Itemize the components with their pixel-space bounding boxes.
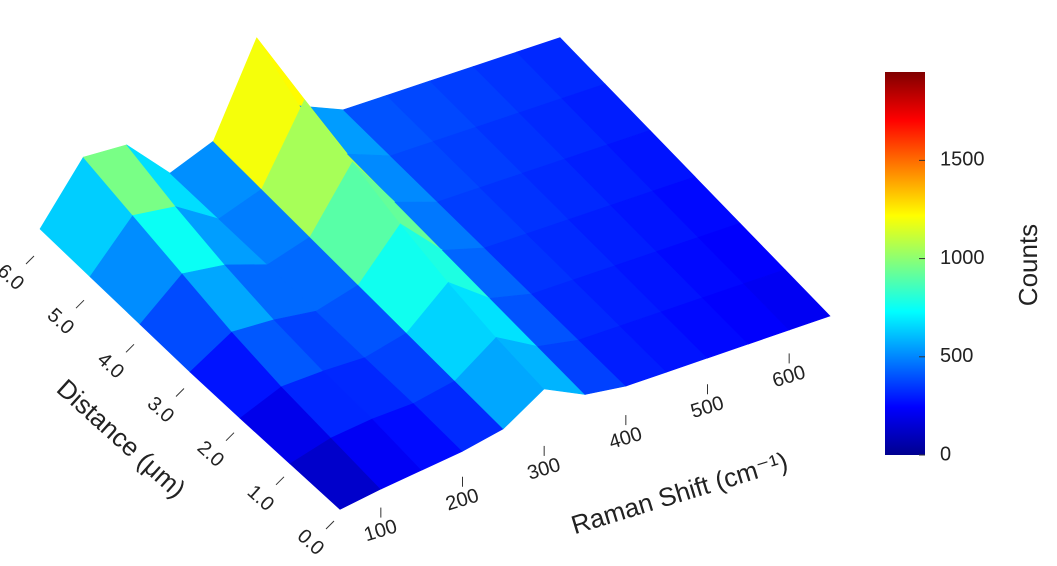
y-tick-label: 3.0	[143, 392, 178, 427]
colorbar-tick-label: 1000	[940, 247, 985, 269]
y-tick-label: 6.0	[0, 260, 28, 295]
colorbar-label: Counts	[1013, 224, 1043, 306]
y-tick-label: 1.0	[243, 481, 278, 516]
y-axis-title: Distance (μm)	[51, 373, 192, 504]
y-tick	[175, 388, 185, 397]
y-tick	[25, 255, 35, 265]
x-axis-title: Raman Shift (cm⁻¹)	[568, 446, 792, 540]
y-tick-label: 4.0	[93, 348, 128, 383]
x-tick-label: 300	[525, 454, 563, 485]
x-tick-label: 100	[361, 515, 399, 546]
x-tick-label: 600	[770, 361, 808, 392]
y-tick-label: 5.0	[43, 304, 78, 339]
colorbar	[885, 72, 925, 455]
x-tick-label: 400	[606, 423, 644, 454]
y-tick	[325, 520, 335, 530]
colorbar-tick-label: 0	[940, 443, 951, 465]
surface	[39, 37, 831, 510]
y-tick-label: 0.0	[293, 525, 328, 560]
surface-patch	[743, 269, 831, 331]
y-tick	[275, 476, 285, 486]
y-tick	[125, 343, 135, 353]
colorbar-tick-label: 1500	[940, 149, 985, 171]
y-tick-label: 2.0	[193, 437, 228, 472]
y-tick	[225, 432, 235, 442]
colorbar-tick-label: 500	[940, 345, 973, 367]
y-tick	[75, 299, 85, 309]
x-tick-label: 200	[443, 485, 481, 516]
x-tick-label: 500	[688, 392, 726, 423]
